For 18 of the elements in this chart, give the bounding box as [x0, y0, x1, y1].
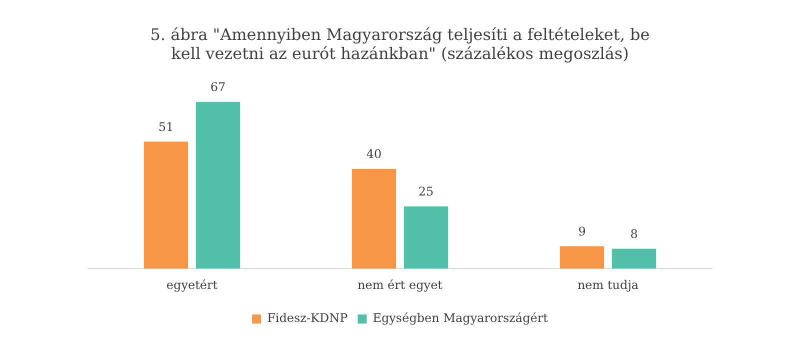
data-label: 9 — [578, 224, 586, 238]
x-tick-label: nem ért egyet — [358, 278, 443, 292]
x-tick-label: egyetért — [166, 278, 218, 292]
bar — [560, 246, 604, 269]
data-label: 40 — [366, 147, 382, 162]
data-label: 67 — [210, 80, 226, 94]
bar — [144, 142, 188, 269]
bar — [404, 206, 448, 269]
legend-label: Fidesz-KDNP — [267, 311, 348, 326]
data-label: 51 — [158, 120, 174, 134]
bar — [196, 102, 240, 269]
data-label: 25 — [418, 184, 434, 199]
x-tick-label: nem tudja — [577, 278, 639, 292]
legend-label: Egységben Magyarországért — [372, 311, 548, 326]
bar — [612, 248, 656, 269]
chart-title: 5. ábra "Amennyiben Magyarország teljesíti a feltételeket, be kell vezetni az eurót hazánkban" (százalékos megoszlás) — [150, 24, 650, 63]
data-label: 8 — [630, 226, 638, 241]
bar — [352, 169, 396, 269]
